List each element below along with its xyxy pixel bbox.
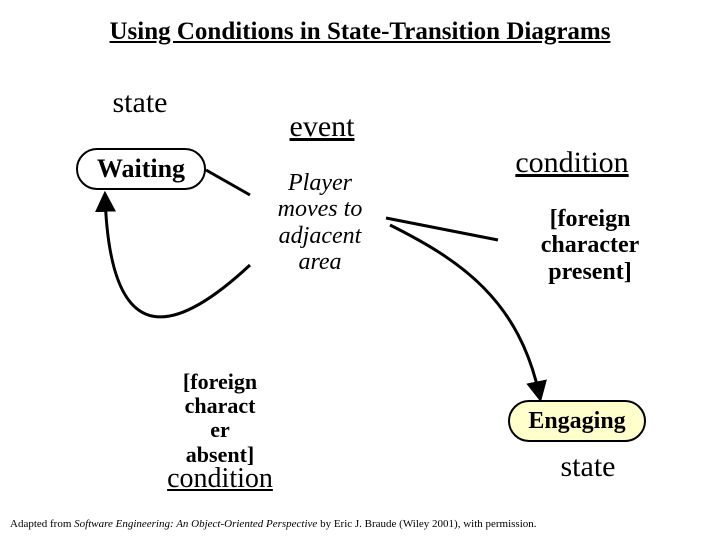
label-player-moves: Playermoves toadjacentarea [255,170,385,276]
label-state-top: state [90,86,190,119]
footer-source: Software Engineering: An Object-Oriented… [74,518,317,530]
state-node-waiting-label: Waiting [97,154,185,184]
state-node-engaging-label: Engaging [528,408,625,435]
label-foreign-present: [foreigncharacterpresent] [510,206,670,285]
label-foreign-absent: [foreigncharacterabsent] [150,370,290,467]
diagram-title: Using Conditions in State-Transition Dia… [110,18,611,46]
footer-prefix: Adapted from [10,518,74,530]
label-condition-top: condition [492,146,652,179]
label-condition-bottom: condition [140,464,300,495]
label-state-bottom: state [538,450,638,483]
footer-suffix: by Eric J. Braude (Wiley 2001), with per… [317,518,536,530]
state-node-waiting: Waiting [76,148,206,190]
footer-citation: Adapted from Software Engineering: An Ob… [10,518,537,530]
state-node-engaging: Engaging [508,400,646,442]
label-event: event [262,110,382,143]
